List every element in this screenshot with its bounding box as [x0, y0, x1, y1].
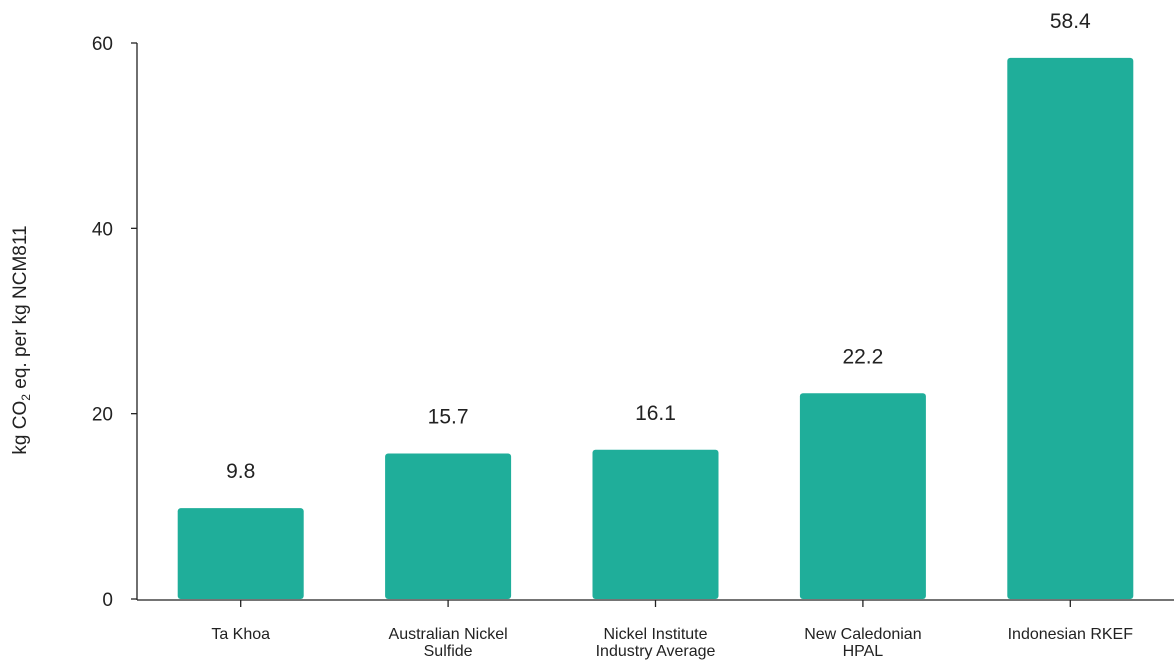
- x-tick-label: Indonesian RKEF: [1008, 626, 1134, 643]
- x-tick-label-line: Sulfide: [424, 643, 473, 660]
- bar: [799, 393, 926, 599]
- data-label: 58.4: [1050, 10, 1091, 33]
- bar: [1007, 57, 1134, 600]
- x-tick-label-line: Nickel Institute: [603, 626, 707, 643]
- data-label: 22.2: [842, 345, 883, 368]
- x-tick-label-line: Indonesian RKEF: [1008, 626, 1134, 643]
- x-tick-label-line: HPAL: [843, 643, 884, 660]
- data-label: 16.1: [635, 402, 676, 425]
- y-tick-label: 60: [92, 34, 113, 55]
- bar: [592, 449, 719, 599]
- x-tick-label-line: Ta Khoa: [211, 626, 270, 643]
- y-tick-label: 20: [92, 405, 113, 426]
- bar: [177, 508, 304, 599]
- y-axis-label-subscript: 2: [19, 394, 33, 401]
- x-tick-label-line: New Caledonian: [804, 626, 921, 643]
- data-label: 15.7: [428, 406, 469, 429]
- y-axis: 0 20 40 60: [92, 34, 138, 611]
- data-label: 9.8: [226, 460, 255, 483]
- x-tick-label-line: Australian Nickel: [389, 626, 508, 643]
- y-axis-label-suffix: eq. per kg NCM811: [10, 225, 31, 394]
- y-axis-label: kg CO2 eq. per kg NCM811: [10, 225, 33, 454]
- y-axis-label-text: kg CO: [10, 401, 31, 455]
- x-axis: Ta Khoa Australian Nickel Sulfide Nickel In…: [137, 599, 1174, 660]
- x-tick-label: Ta Khoa: [211, 626, 270, 643]
- x-tick-label: Australian Nickel Sulfide: [389, 626, 508, 660]
- x-tick-label-line: Industry Average: [596, 643, 716, 660]
- bars: 9.8 15.7 16.1 22.2 58.4: [177, 10, 1134, 600]
- x-tick-label: Nickel Institute Industry Average: [596, 626, 716, 660]
- bar: [385, 453, 512, 599]
- y-tick-label: 0: [102, 590, 113, 611]
- y-tick-label: 40: [92, 219, 113, 240]
- x-tick-label: New Caledonian HPAL: [804, 626, 921, 660]
